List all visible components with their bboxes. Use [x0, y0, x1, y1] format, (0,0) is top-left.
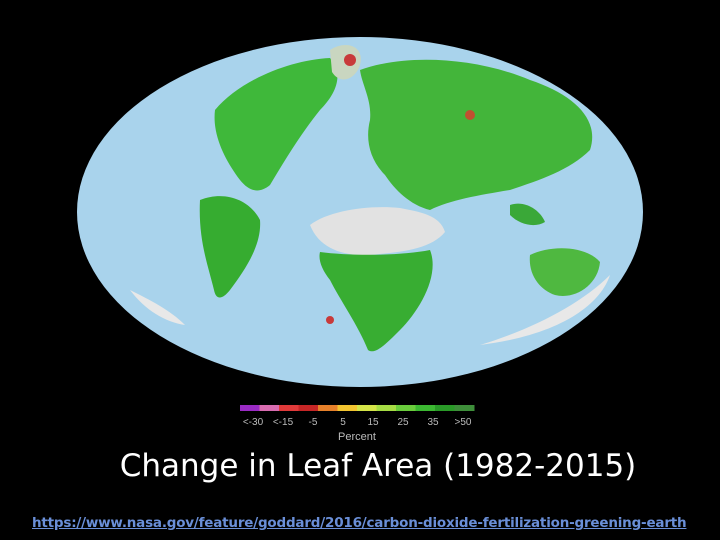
source-link[interactable]: https://www.nasa.gov/feature/goddard/201…	[32, 515, 687, 531]
slide-title: Change in Leaf Area (1982-2015)	[119, 448, 637, 484]
legend-swatch	[454, 405, 475, 411]
legend-swatch	[435, 405, 455, 411]
legend-swatch	[240, 405, 260, 411]
land	[130, 45, 610, 352]
legend-swatch	[376, 405, 397, 411]
legend-label: 5	[340, 417, 346, 428]
legend-title: Percent	[338, 431, 376, 443]
legend-label: -5	[309, 417, 318, 428]
legend-swatch	[337, 405, 358, 411]
legend-swatch	[318, 405, 338, 411]
legend-swatch	[357, 405, 377, 411]
legend-swatch	[298, 405, 319, 411]
legend-label: <-15	[273, 417, 294, 428]
legend-label: >50	[455, 417, 472, 428]
legend-label: <-30	[243, 417, 264, 428]
legend-swatch	[415, 405, 436, 411]
legend-label: 15	[367, 417, 379, 428]
legend-swatch	[396, 405, 416, 411]
legend-label: 25	[397, 417, 409, 428]
legend-swatch	[259, 405, 280, 411]
legend-label: 35	[427, 417, 439, 428]
legend: Percent <-30 <-15 -5 5 15 25 35 >50	[240, 405, 475, 443]
legend-swatch	[279, 405, 299, 411]
